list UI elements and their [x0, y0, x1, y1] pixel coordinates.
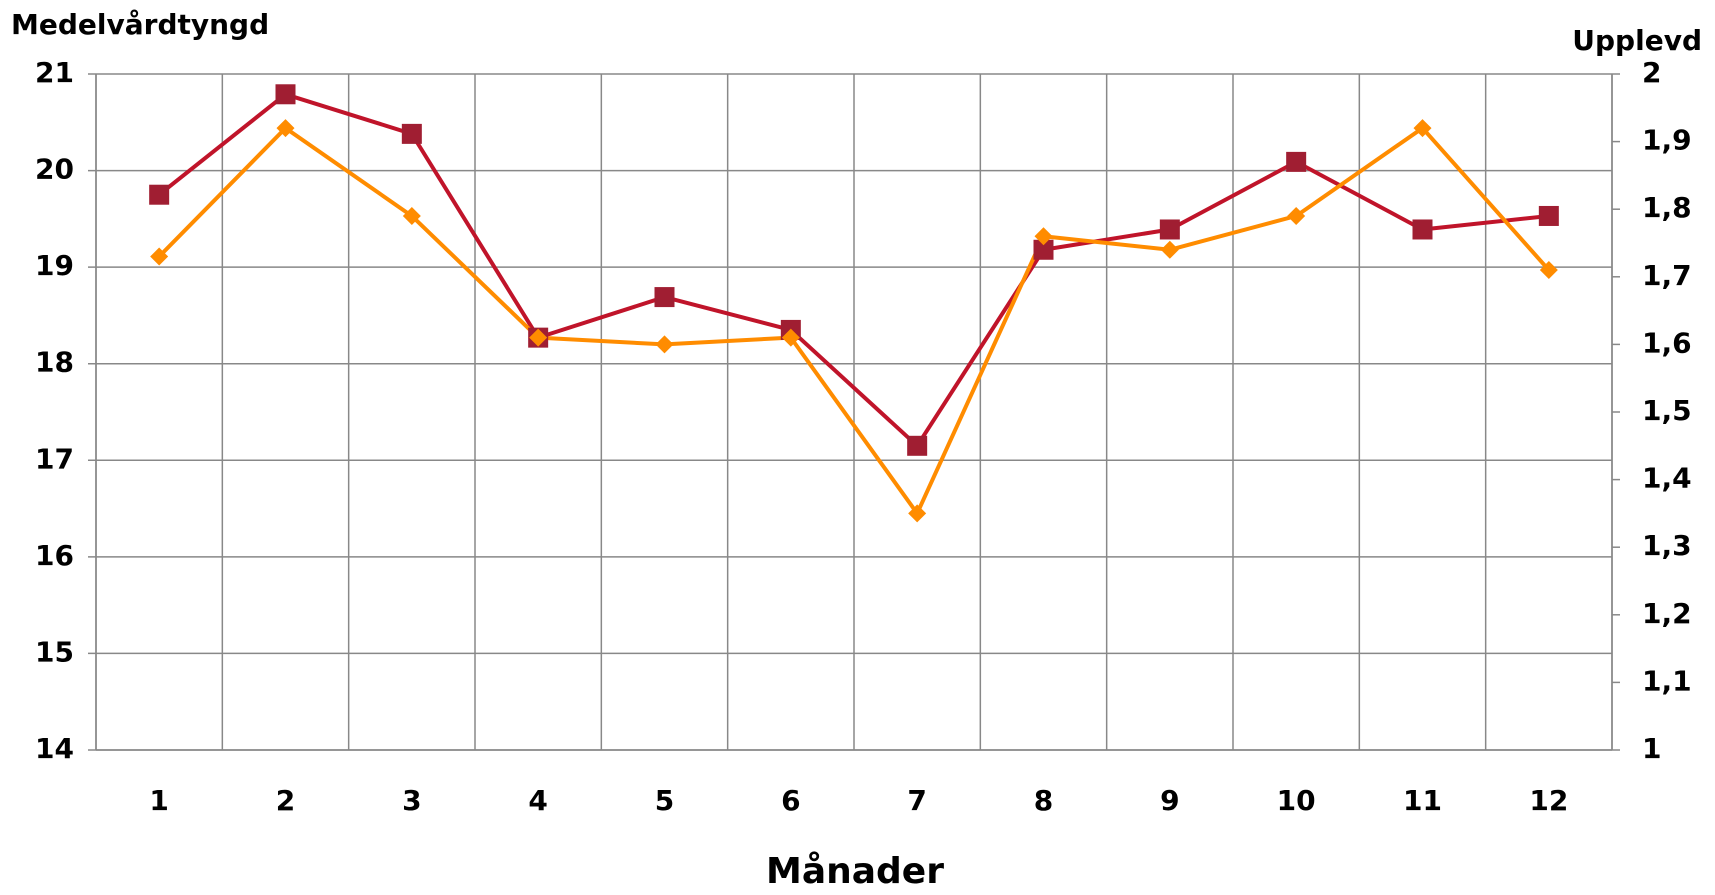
y2-tick-label: 1,8 — [1642, 191, 1692, 224]
y2-tick-label: 1,1 — [1642, 664, 1692, 697]
y2-axis-title: Upplevd — [1572, 24, 1702, 57]
marker — [401, 123, 422, 144]
y2-tick-label: 1 — [1642, 732, 1661, 765]
marker — [781, 328, 800, 347]
y2-tick-label: 1,7 — [1642, 259, 1692, 292]
y2-tick-label: 1,9 — [1642, 124, 1692, 157]
y-tick-label: 14 — [35, 732, 74, 765]
y2-tick-label: 1,4 — [1642, 462, 1692, 495]
marker — [1033, 239, 1054, 260]
marker — [1159, 219, 1180, 240]
x-tick-label: 3 — [402, 784, 421, 817]
series-line — [157, 92, 1550, 448]
x-tick-label: 2 — [276, 784, 295, 817]
y2-tick-label: 1,2 — [1642, 597, 1692, 630]
x-tick-label: 9 — [1160, 784, 1179, 817]
marker — [275, 84, 296, 105]
marker — [529, 328, 548, 347]
marker — [1034, 227, 1053, 246]
series-line — [157, 126, 1551, 516]
x-tick-label: 8 — [1034, 784, 1053, 817]
y2-tick-label: 1,3 — [1642, 529, 1692, 562]
marker — [908, 504, 927, 523]
y-axis-title: Medelvårdtyngd — [11, 8, 269, 41]
y-tick-label: 17 — [35, 442, 74, 475]
y-tick-label: 19 — [35, 249, 74, 282]
x-tick-label: 7 — [907, 784, 926, 817]
x-axis-title: Månader — [766, 851, 944, 892]
y-tick-label: 21 — [35, 56, 74, 89]
y-tick-label: 20 — [35, 153, 74, 186]
marker — [276, 119, 295, 138]
marker — [1287, 206, 1306, 225]
x-tick-label: 12 — [1529, 784, 1568, 817]
y-tick-label: 18 — [35, 346, 74, 379]
x-tick-label: 10 — [1277, 784, 1316, 817]
y-tick-label: 16 — [35, 539, 74, 572]
x-tick-label: 1 — [149, 784, 168, 817]
y-tick-label: 15 — [35, 635, 74, 668]
marker — [654, 287, 675, 308]
marker — [1412, 219, 1433, 240]
marker — [149, 184, 170, 205]
marker — [1538, 205, 1559, 226]
y2-tick-label: 2 — [1642, 56, 1661, 89]
marker — [402, 206, 421, 225]
y2-tick-label: 1,6 — [1642, 326, 1692, 359]
marker — [1413, 119, 1432, 138]
x-tick-label: 6 — [781, 784, 800, 817]
x-tick-label: 5 — [655, 784, 674, 817]
x-tick-label: 4 — [528, 784, 547, 817]
marker — [1286, 151, 1307, 172]
x-tick-label: 11 — [1403, 784, 1442, 817]
marker — [907, 435, 928, 456]
marker — [150, 247, 169, 266]
y2-tick-label: 1,5 — [1642, 394, 1692, 427]
marker — [1539, 261, 1558, 280]
marker — [1160, 240, 1179, 259]
marker — [655, 335, 674, 354]
